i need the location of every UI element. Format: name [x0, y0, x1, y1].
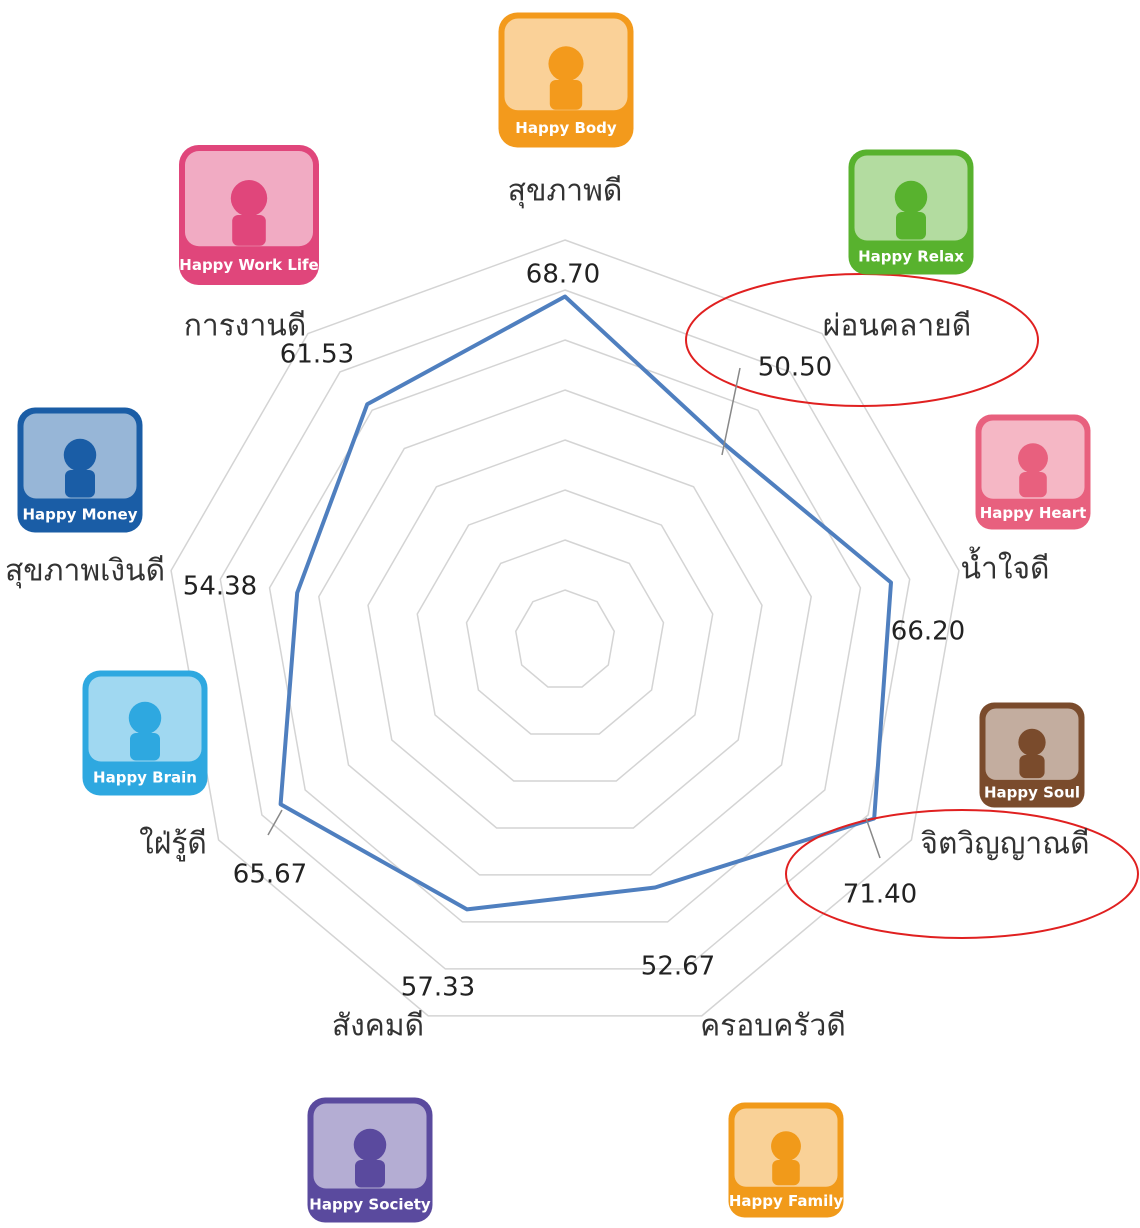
value-label: 52.67	[641, 952, 715, 982]
value-label: 66.20	[891, 617, 965, 647]
category-label: การงานดี	[184, 309, 307, 344]
icon-label: Happy Work Life	[179, 256, 318, 274]
icon-figure-body	[1019, 755, 1044, 778]
icon-figure-body	[355, 1160, 385, 1188]
grid-ring	[417, 490, 712, 781]
icon-figure-head	[231, 180, 267, 216]
grid-ring	[368, 440, 762, 828]
icon-figure-body	[772, 1160, 800, 1185]
leader-line	[866, 818, 880, 858]
icon-figure-head	[548, 46, 583, 81]
grid-ring	[516, 590, 614, 687]
icon-label: Happy Money	[22, 506, 137, 524]
value-label: 50.50	[758, 353, 832, 383]
icon-figure-head	[1018, 443, 1048, 473]
icon-figure-head	[64, 439, 97, 472]
icon: Happy Heart	[976, 415, 1091, 530]
icon-figure-head	[771, 1131, 801, 1161]
icon: Happy Money	[18, 408, 143, 533]
value-label: 65.67	[233, 860, 307, 890]
icon-figure-body	[896, 212, 926, 240]
category-label: ครอบครัวดี	[700, 1009, 846, 1044]
value-label: 71.40	[843, 880, 917, 910]
value-label: 61.53	[280, 340, 354, 370]
icon-figure-head	[354, 1129, 387, 1162]
value-label: 57.33	[401, 973, 475, 1003]
category-label: สุขภาพเงินดี	[5, 554, 165, 590]
icon-label: Happy Heart	[980, 504, 1087, 522]
icon-label: Happy Society	[309, 1196, 431, 1214]
icon-label: Happy Family	[729, 1192, 844, 1210]
icon: Happy Soul	[980, 703, 1085, 808]
icon-label: Happy Soul	[984, 783, 1080, 801]
category-label: จิตวิญญาณดี	[920, 827, 1089, 862]
grid-ring	[220, 290, 909, 969]
icon-figure-body	[232, 215, 266, 246]
icon: Happy Brain	[83, 671, 208, 796]
value-label: 68.70	[526, 260, 600, 290]
icon-figure-head	[1018, 729, 1045, 756]
category-label: ผ่อนคลายดี	[823, 309, 971, 344]
grid-ring	[467, 540, 664, 734]
value-label: 54.38	[183, 572, 257, 602]
icon-figure-body	[1019, 472, 1047, 497]
icon-label: Happy Body	[515, 119, 617, 137]
category-label: สุขภาพดี	[508, 174, 623, 210]
icon-label: Happy Relax	[858, 248, 964, 266]
icon: Happy Society	[308, 1098, 433, 1223]
icon: Happy Family	[729, 1103, 844, 1218]
category-label: สังคมดี	[332, 1009, 424, 1044]
icon: Happy Work Life	[179, 145, 319, 285]
icon-figure-head	[129, 702, 162, 735]
icon-label: Happy Brain	[93, 769, 197, 787]
category-label: น้ำใจดี	[960, 547, 1049, 587]
category-label: ใฝ่รู้ดี	[139, 827, 207, 862]
icon-figure-head	[895, 181, 928, 214]
icon: Happy Relax	[849, 150, 974, 275]
icon: Happy Body	[499, 13, 634, 148]
grid-ring	[319, 390, 811, 875]
icon-figure-body	[550, 80, 582, 110]
icon-figure-body	[65, 470, 95, 498]
icon-figure-body	[130, 733, 160, 761]
chart: 68.70 50.50 66.20 71.40 52.67 57.33 65.67 54.38…	[0, 0, 1140, 1224]
